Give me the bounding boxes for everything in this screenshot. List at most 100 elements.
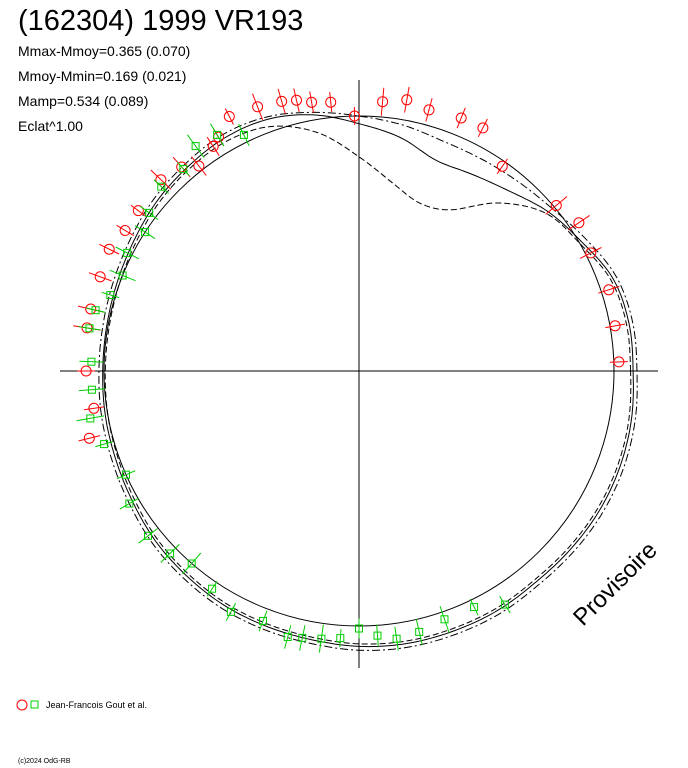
red-circle-point xyxy=(191,156,207,176)
error-bar xyxy=(456,107,466,129)
circle-marker xyxy=(88,402,100,414)
circle-marker xyxy=(585,247,597,259)
green-square-point xyxy=(186,134,205,158)
error-bar xyxy=(309,91,314,114)
green-square-point xyxy=(79,357,104,366)
error-bar xyxy=(425,98,433,122)
error-bar xyxy=(78,388,105,392)
stat-mmax-mmoy: Mmax-Mmoy=0.365 (0.070) xyxy=(18,43,191,59)
green-square-point xyxy=(258,610,268,632)
green-square-point xyxy=(95,440,113,449)
circle-marker xyxy=(83,432,95,444)
red-circle-point xyxy=(150,169,172,190)
green-square-point xyxy=(317,624,326,653)
green-square-point xyxy=(101,291,120,299)
red-circle-point xyxy=(423,98,435,122)
error-bar xyxy=(109,269,136,282)
square-marker xyxy=(141,228,150,237)
error-bar xyxy=(277,88,286,115)
green-square-point xyxy=(298,625,307,651)
circle-marker xyxy=(103,243,115,255)
green-square-point xyxy=(134,225,156,240)
green-square-point xyxy=(138,528,158,544)
error-bar xyxy=(225,602,237,621)
error-bar xyxy=(293,88,300,113)
model-curves xyxy=(98,111,638,651)
square-marker xyxy=(355,624,363,633)
model-curve-dashed xyxy=(104,125,632,645)
circle-marker xyxy=(223,111,235,122)
square-marker xyxy=(87,357,96,366)
error-bar xyxy=(85,307,106,313)
error-bar xyxy=(252,93,264,120)
observation-points xyxy=(73,86,628,653)
red-circle-point xyxy=(291,88,302,113)
error-bar xyxy=(469,598,479,616)
error-bar xyxy=(83,406,104,411)
error-bar xyxy=(258,610,268,632)
square-marker xyxy=(87,385,96,394)
green-square-point xyxy=(119,497,140,510)
circle-marker xyxy=(85,303,97,315)
square-marker xyxy=(213,130,222,139)
circle-marker xyxy=(455,112,467,124)
circle-marker xyxy=(155,174,167,186)
red-circle-point xyxy=(567,214,590,231)
error-bar xyxy=(439,605,450,633)
copyright-notice: (c)2024 OdG-RB xyxy=(18,758,71,765)
green-square-point xyxy=(140,205,159,220)
error-bar xyxy=(78,435,101,442)
green-square-point xyxy=(225,602,237,621)
red-circle-point xyxy=(377,87,389,116)
axes xyxy=(60,80,658,668)
square-marker xyxy=(91,306,100,315)
square-marker xyxy=(470,603,479,612)
circle-marker xyxy=(81,322,93,334)
green-square-point xyxy=(415,619,424,645)
square-marker xyxy=(86,414,95,423)
stat-mamp: Mamp=0.534 (0.089) xyxy=(18,93,149,109)
green-square-point xyxy=(336,629,345,648)
red-circle-point xyxy=(276,88,288,115)
circle-marker xyxy=(477,122,489,134)
square-marker xyxy=(144,531,152,540)
red-circle-point xyxy=(130,204,146,217)
stat-mmoy-mmin: Mmoy-Mmin=0.169 (0.021) xyxy=(18,68,187,84)
red-circle-point xyxy=(78,432,101,444)
square-marker xyxy=(123,248,132,257)
error-bar xyxy=(130,204,146,217)
green-square-point xyxy=(469,598,479,616)
red-circle-point xyxy=(477,118,489,138)
red-circle-point xyxy=(325,92,337,113)
square-marker xyxy=(125,499,134,508)
circle-marker xyxy=(325,96,337,108)
error-bar xyxy=(499,595,511,614)
green-square-point xyxy=(182,552,202,575)
error-bar xyxy=(224,108,234,125)
error-bar xyxy=(206,581,218,597)
circle-marker xyxy=(276,95,288,107)
error-bar xyxy=(376,624,379,647)
square-marker xyxy=(226,607,235,616)
square-marker xyxy=(187,559,196,568)
red-circle-point xyxy=(605,320,626,332)
green-square-point xyxy=(439,605,450,633)
square-marker xyxy=(85,324,94,333)
circle-marker xyxy=(609,320,621,332)
red-circle-point xyxy=(306,91,318,114)
legend-red-circle-marker xyxy=(16,699,28,711)
circle-marker xyxy=(207,140,219,152)
circle-marker xyxy=(252,101,264,113)
square-marker xyxy=(336,634,345,643)
green-square-point xyxy=(85,306,106,315)
error-bar xyxy=(545,196,568,215)
square-marker xyxy=(191,142,200,151)
error-bar xyxy=(404,86,410,113)
circle-marker xyxy=(94,271,106,283)
square-marker xyxy=(166,549,175,558)
error-bar xyxy=(206,136,220,156)
square-marker xyxy=(106,291,115,299)
error-bar xyxy=(579,247,602,259)
circle-marker xyxy=(306,96,318,108)
red-circle-point xyxy=(609,356,628,368)
